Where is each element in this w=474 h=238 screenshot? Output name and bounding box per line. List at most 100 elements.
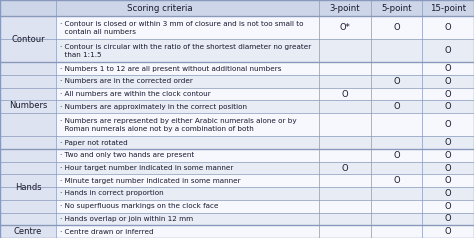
Text: than 1:1.5: than 1:1.5: [60, 52, 101, 58]
Bar: [422, 225, 474, 238]
Text: O: O: [445, 227, 451, 236]
Bar: [422, 75, 474, 88]
Text: · Hands in correct proportion: · Hands in correct proportion: [60, 190, 164, 196]
Bar: [422, 174, 474, 187]
Text: 3-point: 3-point: [329, 4, 360, 13]
Bar: [56, 187, 319, 200]
Bar: [319, 39, 371, 62]
Bar: [319, 113, 371, 136]
Bar: [56, 100, 319, 113]
Text: O: O: [445, 202, 451, 211]
Text: O: O: [445, 214, 451, 223]
Bar: [319, 213, 371, 225]
Text: O: O: [342, 164, 348, 173]
Text: O: O: [445, 176, 451, 185]
Bar: [319, 149, 371, 162]
Bar: [422, 187, 474, 200]
Text: O: O: [445, 120, 451, 129]
Bar: [319, 16, 371, 39]
Bar: [56, 225, 319, 238]
Text: O*: O*: [339, 23, 350, 32]
Bar: [56, 88, 319, 100]
Text: O: O: [393, 77, 400, 86]
Bar: [0, 225, 56, 238]
Text: O: O: [393, 176, 400, 185]
Bar: [319, 162, 371, 174]
Text: O: O: [445, 151, 451, 160]
Text: · Two and only two hands are present: · Two and only two hands are present: [60, 152, 194, 158]
Text: · Contour is circular with the ratio of the shortest diameter no greater: · Contour is circular with the ratio of …: [60, 44, 311, 50]
Text: O: O: [445, 77, 451, 86]
Bar: [56, 39, 319, 62]
Text: O: O: [445, 102, 451, 111]
Text: · Numbers are approximately in the correct position: · Numbers are approximately in the corre…: [60, 104, 247, 110]
Bar: [422, 39, 474, 62]
Text: O: O: [445, 189, 451, 198]
Bar: [371, 136, 422, 149]
Bar: [371, 162, 422, 174]
Bar: [422, 200, 474, 213]
Bar: [319, 174, 371, 187]
Text: Centre: Centre: [14, 227, 42, 236]
Bar: [371, 225, 422, 238]
Text: 5-point: 5-point: [381, 4, 412, 13]
Text: · Contour is closed or within 3 mm of closure and is not too small to: · Contour is closed or within 3 mm of cl…: [60, 21, 303, 27]
Bar: [0, 0, 474, 16]
Bar: [319, 88, 371, 100]
Bar: [319, 75, 371, 88]
Text: O: O: [445, 164, 451, 173]
Bar: [56, 213, 319, 225]
Bar: [56, 62, 319, 75]
Text: O: O: [393, 102, 400, 111]
Bar: [422, 213, 474, 225]
Text: · Numbers 1 to 12 are all present without additional numbers: · Numbers 1 to 12 are all present withou…: [60, 66, 281, 72]
Bar: [371, 100, 422, 113]
Bar: [422, 88, 474, 100]
Bar: [371, 187, 422, 200]
Bar: [422, 149, 474, 162]
Bar: [371, 149, 422, 162]
Text: · Minute target number indicated in some manner: · Minute target number indicated in some…: [60, 178, 240, 184]
Bar: [422, 16, 474, 39]
Text: O: O: [445, 23, 451, 32]
Bar: [422, 162, 474, 174]
Bar: [56, 75, 319, 88]
Text: · Paper not rotated: · Paper not rotated: [60, 139, 128, 146]
Text: · Numbers are represented by either Arabic numerals alone or by: · Numbers are represented by either Arab…: [60, 118, 296, 124]
Bar: [371, 200, 422, 213]
Bar: [371, 62, 422, 75]
Bar: [0, 62, 56, 149]
Text: Roman numerals alone not by a combination of both: Roman numerals alone not by a combinatio…: [60, 126, 254, 132]
Bar: [422, 113, 474, 136]
Bar: [56, 174, 319, 187]
Text: O: O: [342, 89, 348, 99]
Text: contain all numbers: contain all numbers: [60, 29, 136, 35]
Text: · Hour target number indicated in some manner: · Hour target number indicated in some m…: [60, 165, 233, 171]
Text: 15-point: 15-point: [430, 4, 466, 13]
Bar: [422, 62, 474, 75]
Text: · All numbers are within the clock contour: · All numbers are within the clock conto…: [60, 91, 210, 97]
Bar: [371, 88, 422, 100]
Text: · Numbers are in the corrected order: · Numbers are in the corrected order: [60, 78, 192, 84]
Bar: [422, 100, 474, 113]
Text: Numbers: Numbers: [9, 101, 47, 110]
Bar: [319, 136, 371, 149]
Bar: [0, 16, 56, 62]
Bar: [0, 149, 56, 225]
Text: O: O: [445, 64, 451, 73]
Text: · Hands overlap or join within 12 mm: · Hands overlap or join within 12 mm: [60, 216, 193, 222]
Bar: [371, 174, 422, 187]
Bar: [371, 39, 422, 62]
Bar: [56, 200, 319, 213]
Bar: [319, 225, 371, 238]
Text: O: O: [445, 138, 451, 147]
Text: O: O: [445, 89, 451, 99]
Bar: [319, 187, 371, 200]
Bar: [56, 16, 319, 39]
Text: O: O: [445, 46, 451, 55]
Bar: [422, 136, 474, 149]
Bar: [371, 213, 422, 225]
Text: O: O: [393, 151, 400, 160]
Bar: [56, 162, 319, 174]
Bar: [371, 75, 422, 88]
